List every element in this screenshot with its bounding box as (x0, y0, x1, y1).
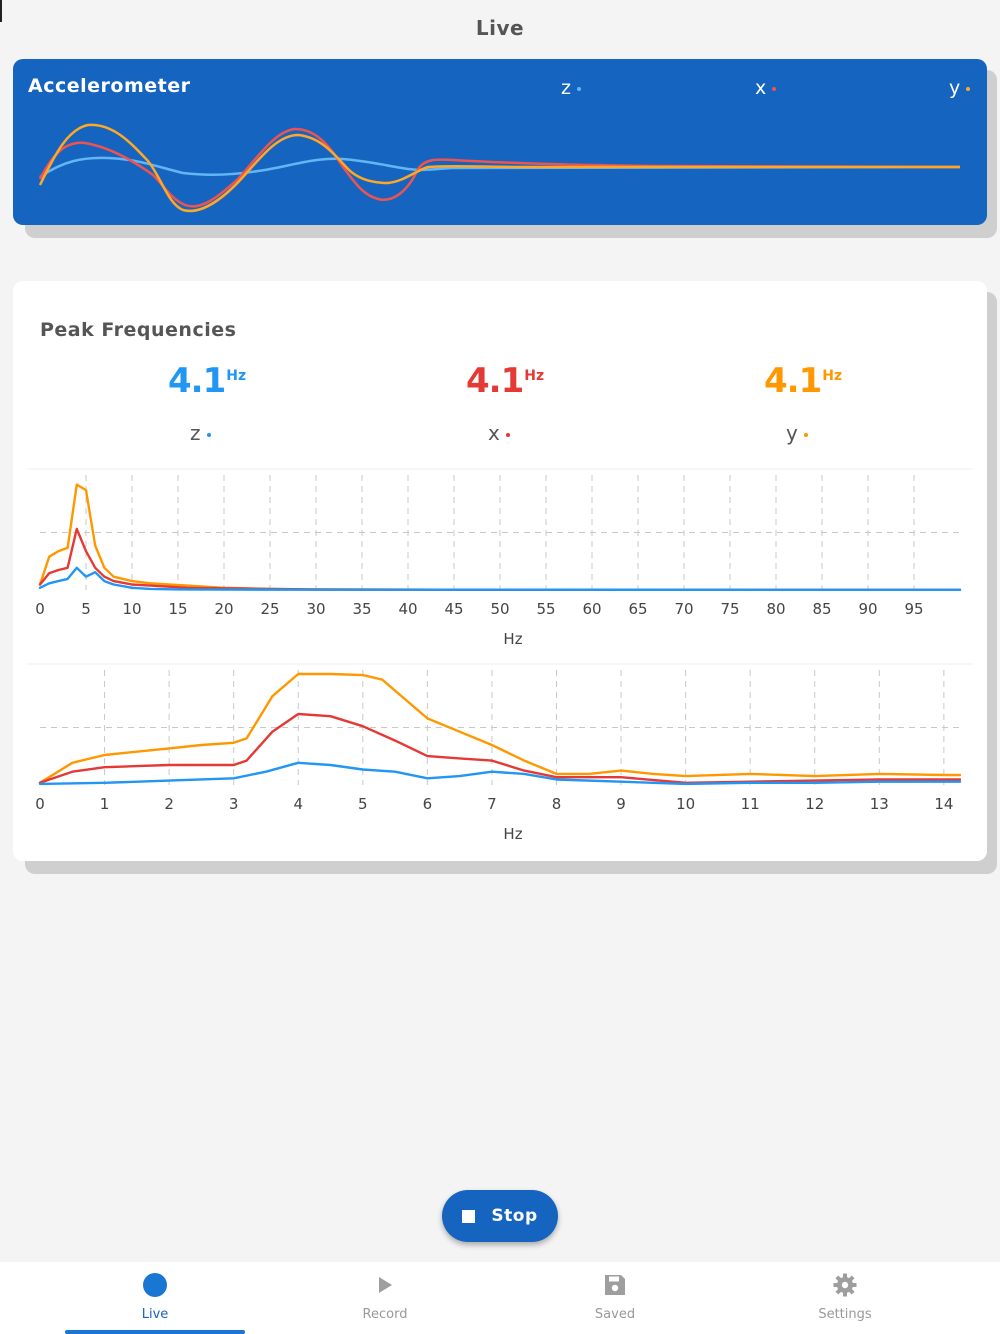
peak-dot-x (505, 432, 510, 437)
accelerometer-legend-x: x (755, 77, 777, 99)
peak-unit-x: Hz (524, 368, 545, 384)
x-tick-label: 6 (423, 795, 433, 813)
peak-frequencies-title: Peak Frequencies (40, 319, 237, 341)
x-tick-label: 70 (674, 600, 693, 618)
peak-axis-label-y: y (786, 421, 798, 445)
x-tick-label: 1 (100, 795, 110, 813)
x-tick-label: 35 (352, 600, 371, 618)
accelerometer-trace-y (38, 123, 960, 213)
stop-button-label: Stop (491, 1206, 538, 1226)
play-icon (372, 1272, 398, 1298)
x-tick-label: 75 (720, 600, 739, 618)
x-tick-label: 25 (260, 600, 279, 618)
x-tick-label: 45 (444, 600, 463, 618)
x-tick-label: 5 (81, 600, 91, 618)
x-tick-label: 7 (487, 795, 497, 813)
legend-dot-y (966, 86, 971, 91)
peak-value-x: 4.1Hz (466, 361, 544, 401)
nav-label-record: Record (362, 1307, 408, 1322)
x-tick-label: 5 (358, 795, 368, 813)
x-tick-label: 13 (870, 795, 889, 813)
circle-icon (142, 1272, 168, 1298)
x-tick-label: 10 (122, 600, 141, 618)
x-axis-label: Hz (503, 630, 522, 648)
x-tick-label: 85 (812, 600, 831, 618)
peak-dot-y (803, 432, 808, 437)
peak-value-y: 4.1Hz (764, 361, 842, 401)
nav-label-live: Live (141, 1307, 169, 1322)
accelerometer-card: Accelerometer z x y (13, 59, 987, 225)
legend-dot-x (772, 86, 777, 91)
nav-label-settings: Settings (818, 1307, 872, 1322)
accelerometer-chart (38, 123, 961, 213)
accelerometer-title: Accelerometer (28, 75, 191, 97)
nav-item-saved[interactable]: Saved (525, 1262, 705, 1334)
nav-item-record[interactable]: Record (295, 1262, 475, 1334)
peak-axis-label-x: x (488, 421, 500, 445)
peak-axis-y: y (786, 421, 808, 445)
series-line-z (38, 761, 962, 786)
x-axis-label: Hz (503, 825, 522, 843)
accelerometer-legend-y: y (949, 77, 971, 99)
nav-label-saved: Saved (594, 1307, 636, 1322)
peak-number-z: 4.1 (168, 361, 226, 401)
x-tick-label: 12 (805, 795, 824, 813)
x-tick-label: 40 (398, 600, 417, 618)
x-tick-label: 9 (616, 795, 626, 813)
x-tick-label: 90 (858, 600, 877, 618)
x-tick-label: 4 (293, 795, 303, 813)
x-tick-label: 65 (628, 600, 647, 618)
active-tab-indicator (65, 1330, 245, 1334)
peak-axis-z: z (190, 421, 211, 445)
peak-number-x: 4.1 (466, 361, 524, 401)
x-tick-label: 11 (741, 795, 760, 813)
peak-number-y: 4.1 (764, 361, 822, 401)
bottom-navigation: Live Record Saved (0, 1262, 1000, 1334)
x-tick-label: 0 (35, 795, 45, 813)
peak-value-z: 4.1Hz (168, 361, 246, 401)
x-tick-label: 60 (582, 600, 601, 618)
x-tick-label: 15 (168, 600, 187, 618)
legend-label-z: z (561, 77, 571, 99)
legend-label-x: x (755, 77, 767, 99)
series-line-z (38, 566, 962, 591)
x-tick-label: 14 (934, 795, 953, 813)
legend-label-y: y (949, 77, 961, 99)
nav-item-settings[interactable]: Settings (755, 1262, 935, 1334)
x-tick-label: 0 (35, 600, 45, 618)
x-tick-label: 3 (229, 795, 239, 813)
x-tick-label: 8 (552, 795, 562, 813)
peak-axis-label-z: z (190, 421, 201, 445)
accelerometer-legend-z: z (561, 77, 581, 99)
x-tick-label: 10 (676, 795, 695, 813)
stop-icon (462, 1209, 476, 1223)
x-tick-label: 80 (766, 600, 785, 618)
series-line-x (38, 527, 962, 591)
gear-icon (832, 1272, 858, 1298)
x-tick-label: 50 (490, 600, 509, 618)
spectrum-chart-full: 0 5 10 15 20 25 30 35 40 45 50 55 60 65 70 75 80 85 90 95 Hz (27, 468, 973, 648)
stop-button[interactable]: Stop (442, 1190, 558, 1242)
page-title: Live (475, 16, 525, 40)
x-tick-label: 30 (306, 600, 325, 618)
edge-mark (0, 0, 2, 22)
peak-unit-z: Hz (226, 368, 247, 384)
x-tick-label: 55 (536, 600, 555, 618)
peak-dot-z (206, 432, 211, 437)
peak-unit-y: Hz (822, 368, 843, 384)
peak-axis-x: x (488, 421, 510, 445)
series-line-y (38, 672, 962, 784)
x-tick-label: 95 (904, 600, 923, 618)
save-icon (602, 1272, 628, 1298)
peak-frequencies-card: Peak Frequencies 4.1Hz 4.1Hz 4.1Hz z x y… (13, 281, 987, 861)
legend-dot-z (576, 86, 581, 91)
nav-item-live[interactable]: Live (65, 1262, 245, 1334)
x-tick-label: 2 (164, 795, 174, 813)
x-tick-label: 20 (214, 600, 233, 618)
title-bar: Live (0, 0, 1000, 56)
